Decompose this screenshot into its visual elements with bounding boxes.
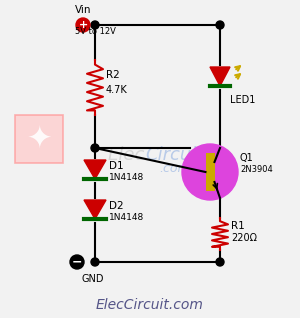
Circle shape [91, 144, 99, 152]
Text: Circuit: Circuit [145, 146, 203, 164]
Circle shape [76, 18, 90, 32]
Text: 5V to 12V: 5V to 12V [75, 27, 116, 36]
Text: −: − [72, 255, 82, 268]
Circle shape [70, 255, 84, 269]
Circle shape [182, 144, 238, 200]
Text: Q1: Q1 [240, 153, 254, 163]
Text: GND: GND [82, 274, 104, 284]
Text: 1N4148: 1N4148 [109, 174, 144, 183]
Text: D1: D1 [109, 161, 124, 171]
FancyBboxPatch shape [206, 153, 214, 191]
Polygon shape [84, 200, 106, 219]
Text: 1N4148: 1N4148 [109, 213, 144, 223]
Circle shape [91, 258, 99, 266]
Text: 4.7K: 4.7K [106, 85, 128, 95]
Text: ElecCircuit.com: ElecCircuit.com [96, 298, 204, 312]
Text: D2: D2 [109, 201, 124, 211]
FancyBboxPatch shape [15, 115, 63, 163]
Text: .com: .com [160, 162, 190, 176]
Circle shape [216, 21, 224, 29]
Polygon shape [210, 67, 230, 86]
Text: 220Ω: 220Ω [231, 233, 257, 243]
Text: ✦: ✦ [26, 125, 52, 154]
Circle shape [91, 21, 99, 29]
Circle shape [216, 258, 224, 266]
Text: R2: R2 [106, 70, 120, 80]
Text: Vin: Vin [75, 5, 92, 15]
Text: LED1: LED1 [230, 95, 255, 105]
Text: 2N3904: 2N3904 [240, 165, 273, 175]
Text: +: + [78, 20, 88, 30]
Text: R1: R1 [231, 221, 245, 231]
Polygon shape [84, 160, 106, 179]
Text: Elec: Elec [108, 146, 145, 164]
